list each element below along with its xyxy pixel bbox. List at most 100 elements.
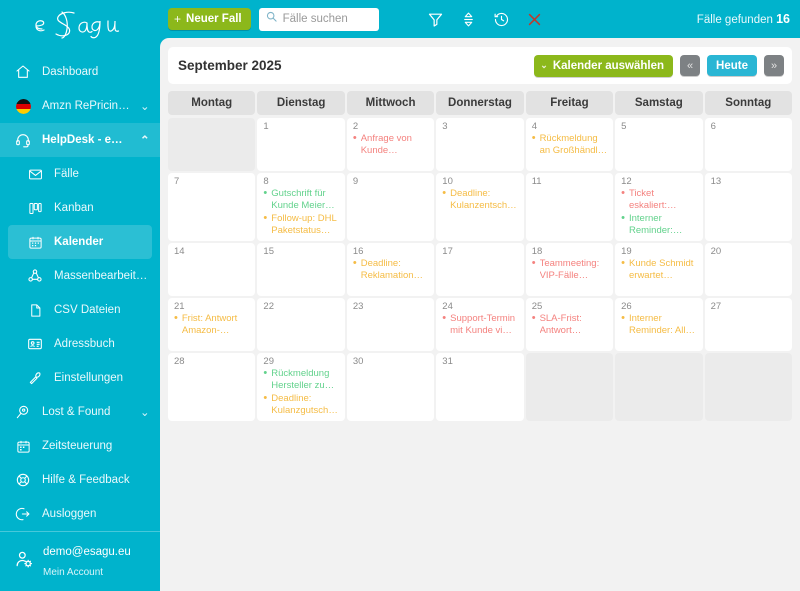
calendar-event[interactable]: • Interner Reminder: All… <box>621 313 697 337</box>
sidebar-item-kanban[interactable]: Kanban <box>0 191 160 225</box>
account-section[interactable]: demo@esagu.eu Mein Account <box>0 531 160 591</box>
calendar-day-cell[interactable]: 19 • Kunde Schmidt erwartet… <box>615 242 703 296</box>
calendar-day-cell[interactable]: 21 • Frist: Antwort Amazon-… <box>168 297 256 351</box>
calendar-event[interactable]: • Rückmeldung Hersteller zu… <box>263 368 339 392</box>
calendar-day-cell[interactable]: 13 <box>704 173 792 241</box>
event-title: Interner Reminder:… <box>629 213 683 237</box>
event-bullet-icon: • <box>531 312 536 325</box>
calendar-day-cell[interactable]: 1 <box>257 118 345 171</box>
calendar-day-cell[interactable]: 2 • Anfrage von Kunde… <box>346 118 435 171</box>
calendar-event[interactable]: • Kunde Schmidt erwartet… <box>621 258 697 282</box>
calendar-day-cell[interactable]: 3 <box>436 118 524 171</box>
prev-month-button[interactable]: « <box>680 55 701 76</box>
event-title: Support-Termin mit Kunde vi… <box>450 313 516 337</box>
sidebar-item-faelle[interactable]: Fälle <box>0 157 160 191</box>
calendar-event[interactable]: • Ticket eskaliert:… <box>621 188 697 212</box>
sidebar-item-kalender[interactable]: Kalender <box>8 225 152 259</box>
sidebar-item-zeitsteuerung[interactable]: Zeitsteuerung <box>0 429 160 463</box>
calendar-toolbar: September 2025 ⌄ Kalender auswählen « He… <box>168 47 792 84</box>
sidebar-item-adressbuch[interactable]: Adressbuch <box>0 327 160 361</box>
sort-icon[interactable] <box>460 11 477 28</box>
calendar-day-cell[interactable]: 6 <box>704 118 792 171</box>
calendar-day-cell[interactable]: 16 • Deadline: Reklamation… <box>346 242 435 296</box>
sidebar-item-csv-dateien[interactable]: CSV Dateien <box>0 293 160 327</box>
calendar-event[interactable]: • Anfrage von Kunde… <box>353 133 429 157</box>
sidebar-item-hilfe-feedback[interactable]: Hilfe & Feedback <box>0 463 160 497</box>
calendar-day-cell[interactable]: 17 <box>436 242 524 296</box>
sidebar-item-massenbearbeitung[interactable]: Massenbearbeitung <box>0 259 160 293</box>
calendar-event[interactable]: • Rückmeldung an Großhändl… <box>532 133 608 157</box>
calendar-day-cell[interactable]: 4 • Rückmeldung an Großhändl… <box>525 118 614 171</box>
calendar-day-cell[interactable]: 5 <box>615 118 703 171</box>
calendar-day-cell[interactable]: 7 <box>168 173 256 241</box>
sidebar-item-dashboard[interactable]: Dashboard <box>0 55 160 89</box>
calendar-day-cell[interactable]: 24 • Support-Termin mit Kunde vi… <box>436 297 524 351</box>
filter-icon[interactable] <box>427 11 444 28</box>
sidebar-item-label: Kanban <box>54 202 94 214</box>
calendar-event[interactable]: • Deadline: Kulanzgutsch… <box>263 393 339 417</box>
day-number: 21 <box>174 300 185 312</box>
user-gear-icon <box>14 549 34 574</box>
event-bullet-icon: • <box>621 212 625 225</box>
sidebar-item-label: Kalender <box>54 236 104 248</box>
calendar-day-cell[interactable]: 23 <box>346 297 435 351</box>
calendar-day-cell[interactable]: 30 <box>346 352 435 421</box>
today-button[interactable]: Heute <box>707 55 757 76</box>
nodes-icon <box>26 267 44 285</box>
event-bullet-icon: • <box>531 132 536 145</box>
calendar-day-cell[interactable]: 27 <box>704 297 792 351</box>
calendar-day-cell[interactable]: 12 • Ticket eskaliert:… • Interner Reminder:… <box>615 173 703 241</box>
event-title: Deadline: Reklamation… <box>360 258 424 282</box>
day-number: 26 <box>621 300 632 312</box>
sidebar-item-einstellungen[interactable]: Einstellungen <box>0 361 160 395</box>
calendar-day-cell[interactable]: 29 • Rückmeldung Hersteller zu… • Deadline: … <box>257 352 345 421</box>
calendar-event[interactable]: • Teammeeting: VIP-Fälle… <box>532 258 608 282</box>
calendar-day-cell[interactable]: 28 <box>168 352 256 421</box>
day-number: 18 <box>531 245 543 257</box>
calendar-day-cell[interactable]: 8 • Gutschrift für Kunde Meier… • Follow-up:… <box>257 173 345 241</box>
sidebar-item-lost-and-found[interactable]: Lost & Found ⌄ <box>0 395 160 429</box>
calendar-day-cell[interactable]: 20 <box>704 242 792 296</box>
main-content: September 2025 ⌄ Kalender auswählen « He… <box>160 38 800 591</box>
calendar-day-cell[interactable]: 14 <box>168 242 256 296</box>
calendar-day-cell[interactable]: 25 • SLA-Frist: Antwort… <box>525 297 614 351</box>
envelope-icon <box>26 165 44 183</box>
calendar-event[interactable]: • Support-Termin mit Kunde vi… <box>442 313 518 337</box>
calendar-day-cell[interactable]: 9 <box>346 173 435 241</box>
calendar-event[interactable]: • SLA-Frist: Antwort… <box>532 313 608 337</box>
logo[interactable] <box>0 0 160 51</box>
calendar-event[interactable]: • Interner Reminder:… <box>621 213 697 237</box>
sidebar-item-ausloggen[interactable]: Ausloggen <box>0 497 160 531</box>
calendar-day-cell[interactable]: 22 <box>257 297 345 351</box>
calendar-day-cell[interactable]: 18 • Teammeeting: VIP-Fälle… <box>525 242 614 296</box>
day-number: 24 <box>442 300 453 312</box>
event-title: Ticket eskaliert:… <box>629 188 677 212</box>
event-bullet-icon: • <box>442 187 447 200</box>
weekday-header: Sonntag <box>704 91 792 115</box>
calendar-event[interactable]: • Frist: Antwort Amazon-… <box>174 313 250 337</box>
calendar-day-cell[interactable]: 10 • Deadline: Kulanzentsch… <box>436 173 524 241</box>
next-month-button[interactable]: » <box>764 55 784 76</box>
close-icon[interactable] <box>526 11 543 28</box>
calendar-day-cell[interactable]: 26 • Interner Reminder: All… <box>615 297 703 351</box>
new-case-button[interactable]: + Neuer Fall <box>168 8 251 30</box>
calendar-icon <box>26 233 44 251</box>
calendar-event[interactable]: • Deadline: Kulanzentsch… <box>442 188 518 212</box>
headset-icon <box>14 131 32 149</box>
sidebar-item-helpdesk[interactable]: HelpDesk - eSagu ⌃ <box>0 123 160 157</box>
sidebar-item-label: Lost & Found <box>42 406 111 418</box>
sidebar-item-amzn-repricing[interactable]: Amzn RePricing - eSa... ⌄ <box>0 89 160 123</box>
kanban-icon <box>26 199 44 217</box>
calendar-event[interactable]: • Follow-up: DHL Paketstatus… <box>263 213 339 237</box>
calendar-event[interactable]: • Gutschrift für Kunde Meier… <box>263 188 339 212</box>
calendar-day-cell[interactable]: 11 <box>525 173 614 241</box>
sidebar-item-label: Fälle <box>54 168 79 180</box>
calendar-event[interactable]: • Deadline: Reklamation… <box>353 258 429 282</box>
calendar-day-cell[interactable]: 31 <box>436 352 524 421</box>
plus-icon: + <box>174 12 182 26</box>
history-icon[interactable] <box>493 11 510 28</box>
search-input[interactable]: Fälle suchen <box>258 7 379 31</box>
weekday-header: Montag <box>168 91 256 115</box>
calendar-day-cell[interactable]: 15 <box>257 242 345 296</box>
select-calendar-button[interactable]: ⌄ Kalender auswählen <box>534 54 674 77</box>
